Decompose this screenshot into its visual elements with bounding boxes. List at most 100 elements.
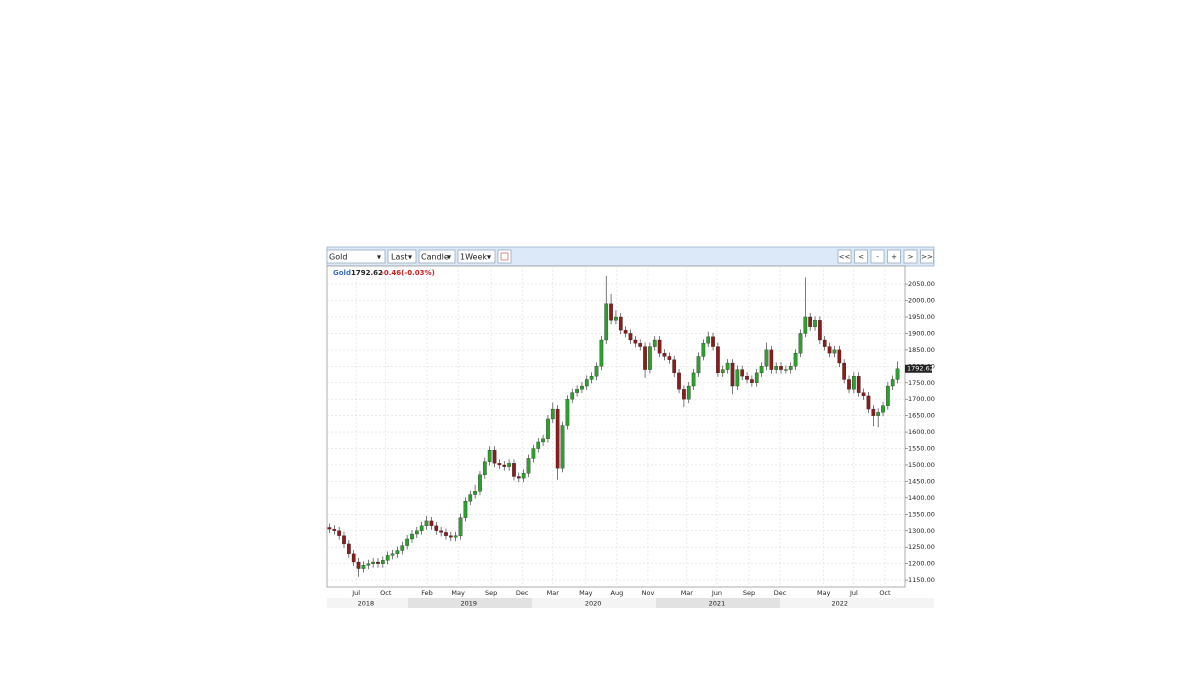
- y-tick-label: 1650.00: [908, 412, 935, 420]
- candle-body: [633, 339, 638, 344]
- candle-body: [434, 525, 439, 531]
- toolbar: Gold ▾ Last ▾ Candle ▾ 1Week ▾: [326, 246, 935, 267]
- legend-change: -0.46(-0.03%): [381, 269, 435, 277]
- candle-body: [623, 329, 628, 334]
- candle-body: [448, 535, 453, 538]
- candle-body: [691, 372, 696, 387]
- candle-body: [774, 366, 779, 370]
- candle-body: [366, 563, 371, 566]
- nav-button[interactable]: [854, 249, 868, 264]
- candle-body: [594, 366, 599, 377]
- candle-body: [478, 474, 482, 492]
- candle-body: [745, 376, 749, 380]
- last-price-tag: [905, 364, 932, 373]
- y-tick-label: 1250.00: [908, 543, 935, 551]
- candle-body: [356, 561, 361, 569]
- nav-button[interactable]: [903, 249, 918, 264]
- candle-body: [546, 418, 550, 439]
- y-tick-label: 1400.00: [908, 494, 935, 502]
- candle-body: [886, 385, 890, 406]
- calendar-button[interactable]: [497, 249, 512, 264]
- nav-button[interactable]: [837, 249, 852, 264]
- candle-body: [371, 561, 375, 564]
- candle-body: [866, 395, 871, 410]
- candle-body: [419, 525, 424, 531]
- y-tick-label: 1500.00: [908, 461, 935, 469]
- candle-body: [876, 412, 880, 416]
- candle-body: [351, 553, 356, 563]
- x-tick-label: Mar: [547, 589, 560, 597]
- candle-body: [526, 458, 531, 474]
- candle-body: [463, 501, 468, 518]
- candle-body: [701, 343, 706, 357]
- candle-body: [599, 339, 604, 367]
- nav-button[interactable]: [887, 249, 901, 264]
- symbol-select[interactable]: [326, 249, 386, 264]
- candle-body: [536, 441, 541, 449]
- candle-body: [890, 379, 895, 387]
- field-select[interactable]: [387, 249, 417, 264]
- candle-body: [832, 349, 837, 354]
- candle-body: [560, 425, 565, 469]
- candle-body: [871, 408, 876, 416]
- interval-text: 1Week: [460, 253, 487, 262]
- candle-body: [618, 316, 623, 331]
- x-tick-label: Jul: [849, 589, 858, 597]
- candle-body: [516, 476, 521, 479]
- candle-body: [847, 379, 851, 390]
- candle-body: [648, 346, 652, 370]
- candle-body: [881, 405, 885, 413]
- candle-body: [444, 532, 448, 536]
- nav-label: +: [891, 253, 897, 261]
- candle-body: [580, 385, 584, 390]
- y-tick-label: 1700.00: [908, 395, 935, 403]
- style-select[interactable]: [418, 249, 456, 264]
- x-tick-label: Jun: [711, 589, 722, 597]
- candle-body: [337, 530, 341, 536]
- dropdown-arrow: ▾: [447, 253, 451, 262]
- candle-body: [347, 543, 351, 554]
- year-band: [656, 598, 780, 608]
- candle-body: [808, 316, 813, 327]
- candle-body: [575, 389, 579, 393]
- year-label: 2019: [461, 600, 478, 608]
- candle-body: [716, 346, 720, 374]
- candle-body: [550, 408, 555, 420]
- year-label: 2021: [709, 600, 726, 608]
- interval-select[interactable]: [457, 249, 496, 264]
- candle-body: [414, 530, 419, 535]
- candle-body: [327, 527, 332, 530]
- y-tick-label: 1600.00: [908, 428, 935, 436]
- candle-body: [390, 553, 395, 556]
- dropdown-arrow: ▾: [408, 253, 412, 262]
- candle-body: [852, 376, 856, 390]
- candle-body: [473, 491, 477, 495]
- symbol-text: Gold: [329, 253, 347, 262]
- candle-body: [803, 316, 808, 334]
- y-tick-label: 1850.00: [908, 346, 935, 354]
- candle-body: [827, 346, 832, 354]
- candle-body: [842, 362, 847, 380]
- candle-body: [565, 399, 570, 426]
- candle-body: [628, 333, 633, 341]
- y-tick-label: 1150.00: [908, 576, 935, 584]
- candle-body: [342, 535, 346, 545]
- year-row: [327, 598, 934, 608]
- candle-body: [895, 368, 900, 380]
- candle-body: [725, 362, 730, 370]
- x-tick-label: Oct: [380, 589, 392, 597]
- legend-price: 1792.62: [351, 269, 383, 277]
- candle-body: [531, 448, 536, 459]
- candle-body: [730, 362, 735, 387]
- year-label: 2018: [358, 600, 375, 608]
- candle-body: [380, 560, 385, 564]
- nav-button[interactable]: [870, 249, 885, 264]
- nav-button[interactable]: [920, 249, 934, 264]
- candle-body: [793, 353, 798, 367]
- candle-body: [589, 376, 594, 380]
- nav-label: <: [858, 253, 864, 261]
- y-tick-label: 1900.00: [908, 329, 935, 337]
- legend-name: Gold: [333, 269, 351, 277]
- candle-body: [492, 450, 497, 464]
